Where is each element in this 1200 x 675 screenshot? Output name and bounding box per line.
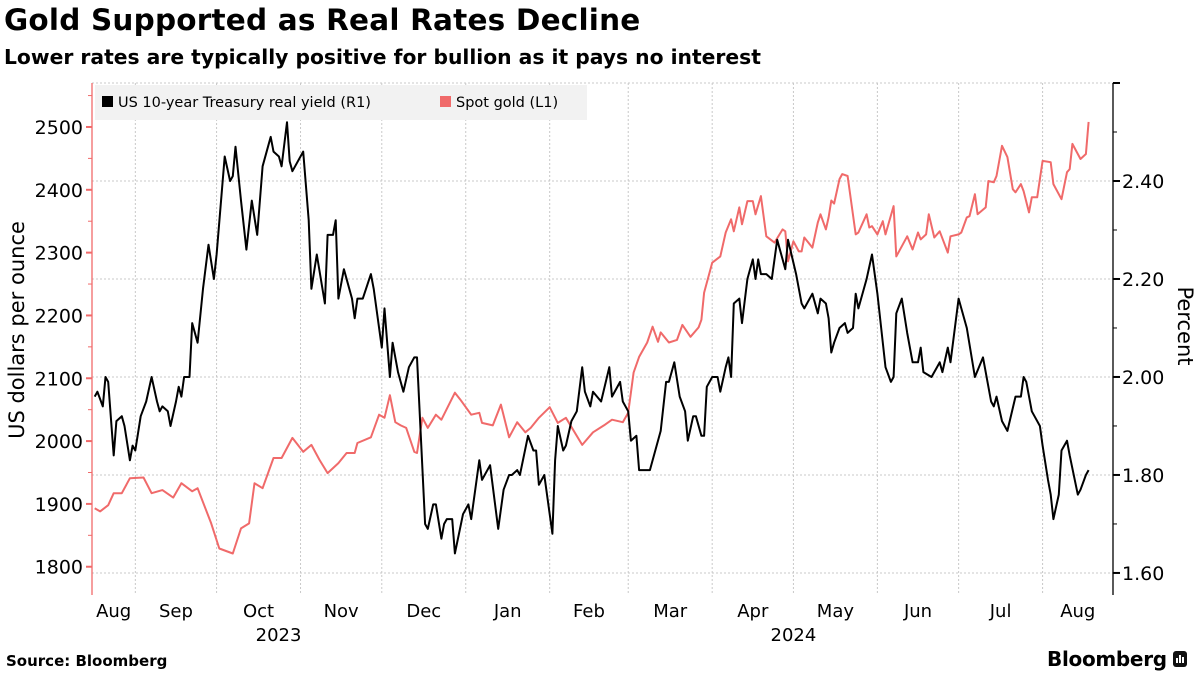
- right-tick-label: 2.20: [1122, 269, 1164, 291]
- x-tick-label: Jul: [989, 601, 1012, 622]
- legend-label-spot-gold: Spot gold (L1): [456, 95, 558, 111]
- legend: US 10-year Treasury real yield (R1) Spot…: [95, 85, 587, 120]
- legend-swatch-spot-gold: [440, 96, 451, 107]
- left-tick-label: 2500: [35, 117, 83, 139]
- left-tick-label: 2200: [35, 305, 83, 327]
- right-tick-label: 2.00: [1122, 367, 1164, 389]
- axes: Aug Sep Oct Nov Dec Jan Feb Mar Apr May Jun Jul Aug 2…: [35, 82, 1164, 646]
- chart-subtitle: Lower rates are typically positive for b…: [4, 45, 761, 69]
- x-tick-label: May: [817, 601, 855, 622]
- series-lines: [93, 121, 1090, 555]
- x-tick-label: Mar: [653, 601, 688, 622]
- x-tick-label: Aug: [96, 601, 131, 622]
- right-axis-label: Percent: [1173, 286, 1197, 365]
- bloomberg-wordmark: Bloomberg: [1047, 647, 1167, 671]
- right-tick-label: 2.40: [1122, 171, 1164, 193]
- spot-gold-line: [94, 121, 1090, 555]
- left-axis-label: US dollars per ounce: [5, 221, 29, 439]
- bloomberg-chart-icon: [1172, 651, 1187, 667]
- legend-background: [95, 85, 587, 120]
- left-tick-label: 1800: [35, 557, 83, 579]
- left-tick-label: 2000: [35, 431, 83, 453]
- x-year-label: 2024: [771, 625, 817, 646]
- legend-label-real-yield: US 10-year Treasury real yield (R1): [118, 95, 371, 111]
- left-tick-label: 2100: [35, 368, 83, 390]
- left-tick-label: 2400: [35, 180, 83, 202]
- gridlines: [92, 82, 1113, 595]
- x-tick-label: Sep: [159, 601, 193, 622]
- right-tick-label: 1.60: [1122, 563, 1164, 585]
- right-tick-label: 1.80: [1122, 465, 1164, 487]
- x-tick-label: Apr: [737, 601, 769, 622]
- real-yield-line: [93, 121, 1090, 555]
- x-tick-label: Dec: [406, 601, 441, 622]
- x-tick-label: Oct: [243, 601, 274, 622]
- source-note: Source: Bloomberg: [6, 652, 168, 670]
- bloomberg-logo: Bloomberg: [1047, 647, 1187, 671]
- x-tick-label: Aug: [1060, 601, 1095, 622]
- left-tick-label: 1900: [35, 494, 83, 516]
- x-tick-label: Feb: [573, 601, 605, 622]
- x-year-label: 2023: [256, 625, 302, 646]
- x-tick-label: Jan: [493, 601, 522, 622]
- x-tick-label: Jun: [903, 601, 932, 622]
- left-tick-label: 2300: [35, 243, 83, 265]
- x-tick-label: Nov: [324, 601, 359, 622]
- chart-title: Gold Supported as Real Rates Decline: [4, 3, 641, 37]
- legend-swatch-real-yield: [102, 96, 113, 107]
